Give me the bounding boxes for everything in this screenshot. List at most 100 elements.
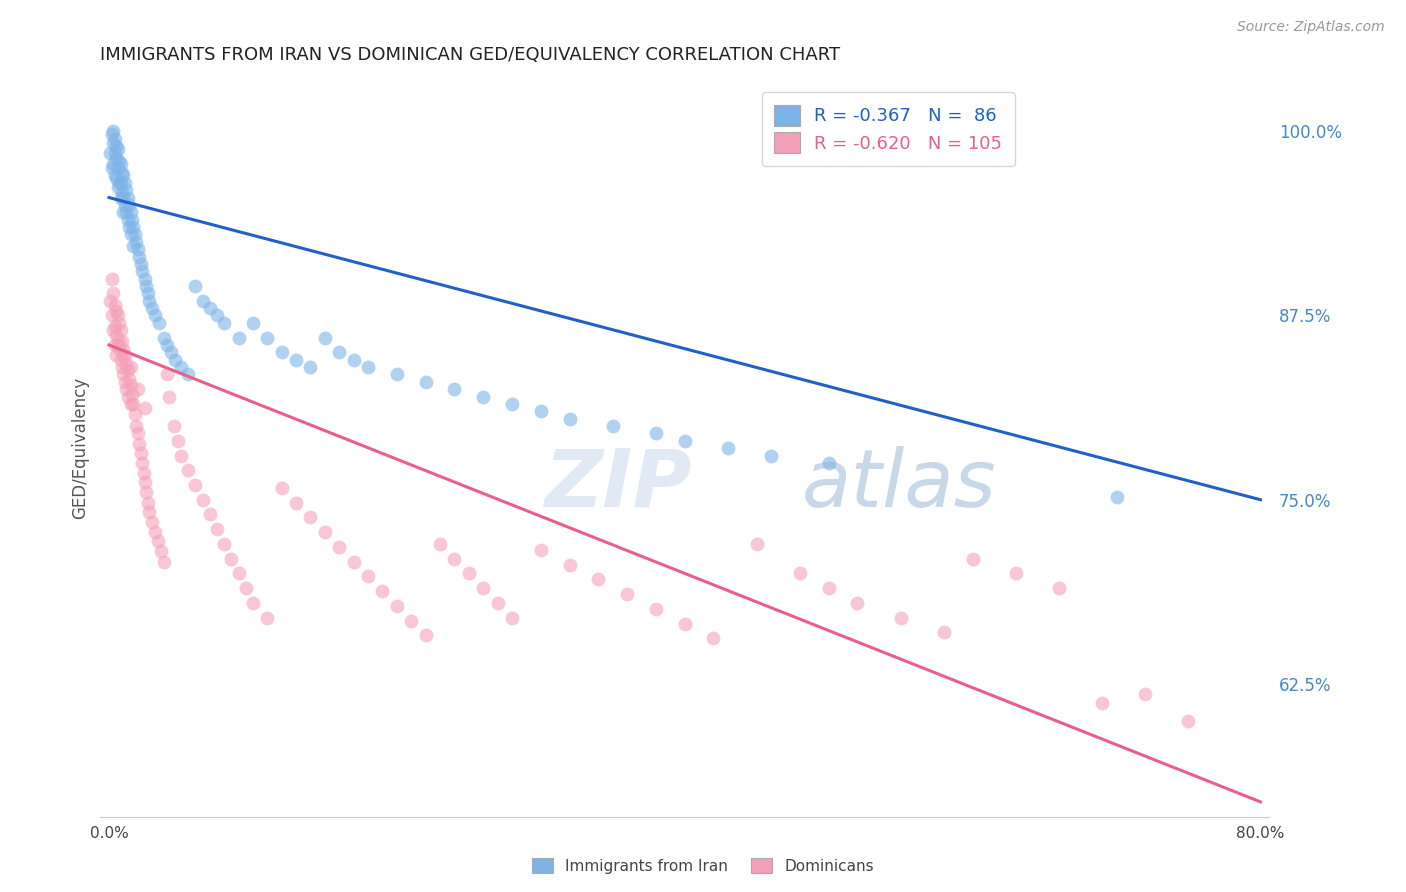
Point [141, 515, 163, 529]
Point [110, 190, 132, 204]
Point [759, 449, 782, 463]
Point [104, 298, 127, 312]
Point [110, 176, 132, 190]
Point [299, 510, 322, 524]
Point [141, 301, 163, 315]
Point [108, 153, 131, 168]
Point [371, 584, 394, 599]
Point [128, 436, 150, 450]
Point [160, 345, 183, 359]
Point [357, 569, 380, 583]
Point [429, 537, 451, 551]
Point [112, 348, 135, 362]
Point [120, 227, 142, 242]
Point [103, 124, 125, 138]
Point [110, 323, 132, 337]
Point [107, 334, 129, 348]
Point [104, 338, 127, 352]
Point [228, 330, 250, 344]
Point [501, 397, 523, 411]
Point [118, 372, 141, 386]
Point [228, 566, 250, 581]
Point [103, 156, 125, 170]
Point [117, 212, 139, 227]
Point [256, 610, 278, 624]
Point [124, 407, 146, 421]
Point [256, 330, 278, 344]
Point [146, 533, 169, 548]
Point [136, 286, 159, 301]
Point [117, 390, 139, 404]
Point [165, 352, 187, 367]
Point [148, 316, 170, 330]
Point [122, 239, 145, 253]
Point [932, 625, 955, 640]
Point [111, 186, 134, 201]
Text: Source: ZipAtlas.com: Source: ZipAtlas.com [1237, 20, 1385, 34]
Point [107, 338, 129, 352]
Point [645, 601, 668, 615]
Point [1047, 581, 1070, 595]
Point [115, 357, 138, 371]
Point [177, 463, 200, 477]
Point [328, 345, 350, 359]
Point [127, 382, 149, 396]
Point [114, 348, 136, 362]
Point [129, 257, 152, 271]
Legend: Immigrants from Iran, Dominicans: Immigrants from Iran, Dominicans [526, 852, 880, 880]
Point [415, 375, 437, 389]
Point [112, 169, 135, 183]
Point [103, 323, 125, 337]
Point [131, 264, 153, 278]
Point [558, 558, 581, 572]
Point [184, 478, 207, 492]
Point [134, 475, 156, 489]
Point [285, 496, 308, 510]
Text: ZIP: ZIP [544, 446, 692, 524]
Point [399, 614, 422, 628]
Point [105, 151, 128, 165]
Point [212, 316, 235, 330]
Point [198, 508, 221, 522]
Point [101, 309, 124, 323]
Point [118, 198, 141, 212]
Point [890, 610, 912, 624]
Point [114, 176, 136, 190]
Point [134, 401, 156, 416]
Point [159, 390, 181, 404]
Point [152, 330, 174, 344]
Point [789, 566, 811, 581]
Point [122, 220, 145, 235]
Point [120, 360, 142, 375]
Point [717, 441, 740, 455]
Point [1105, 490, 1128, 504]
Point [105, 304, 128, 318]
Point [163, 419, 186, 434]
Point [115, 382, 138, 396]
Point [177, 368, 200, 382]
Point [558, 411, 581, 425]
Point [110, 352, 132, 367]
Point [299, 360, 322, 375]
Point [530, 542, 553, 557]
Point [530, 404, 553, 418]
Point [155, 338, 177, 352]
Point [143, 525, 166, 540]
Point [205, 309, 228, 323]
Point [105, 171, 128, 186]
Point [121, 212, 143, 227]
Point [125, 235, 148, 249]
Point [105, 139, 128, 153]
Point [125, 419, 148, 434]
Point [115, 205, 138, 219]
Point [501, 610, 523, 624]
Point [112, 190, 135, 204]
Point [122, 397, 145, 411]
Point [101, 271, 124, 285]
Point [167, 434, 190, 448]
Point [100, 146, 122, 161]
Point [702, 632, 724, 646]
Point [132, 466, 155, 480]
Point [343, 555, 366, 569]
Point [221, 551, 243, 566]
